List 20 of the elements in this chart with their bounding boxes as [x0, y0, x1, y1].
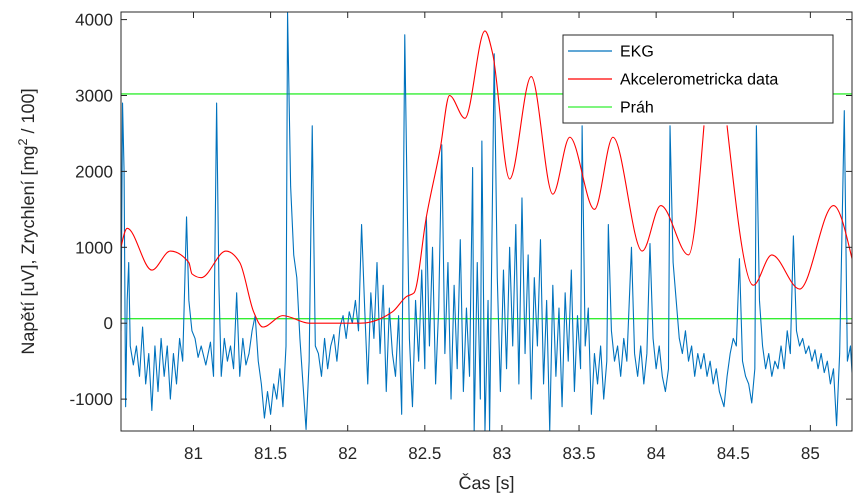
- y-tick-label: -1000: [70, 390, 113, 410]
- x-tick-label: 85: [800, 444, 820, 463]
- y-tick-label: 1000: [75, 238, 113, 258]
- line-series: [121, 12, 852, 431]
- y-tick-label: 4000: [75, 10, 113, 30]
- x-tick-label: 81.5: [254, 444, 288, 463]
- x-tick-label: 82.5: [408, 444, 442, 463]
- x-tick-label: 84.5: [716, 444, 750, 463]
- y-tick-label: 2000: [75, 162, 113, 182]
- x-tick-label: 83: [492, 444, 512, 463]
- x-tick-label: 83.5: [562, 444, 596, 463]
- legend-label: Práh: [620, 100, 654, 117]
- x-tick-label: 81: [184, 444, 203, 463]
- x-tick-label: 82: [338, 444, 358, 463]
- x-tick-label: 84: [646, 444, 666, 463]
- y-tick-label: 3000: [75, 86, 113, 106]
- y-tick-label: 0: [104, 314, 113, 334]
- x-axis-title: Čas [s]: [458, 473, 515, 493]
- legend-label: EKG: [620, 44, 654, 61]
- legend-label: Akcelerometricka data: [620, 72, 778, 89]
